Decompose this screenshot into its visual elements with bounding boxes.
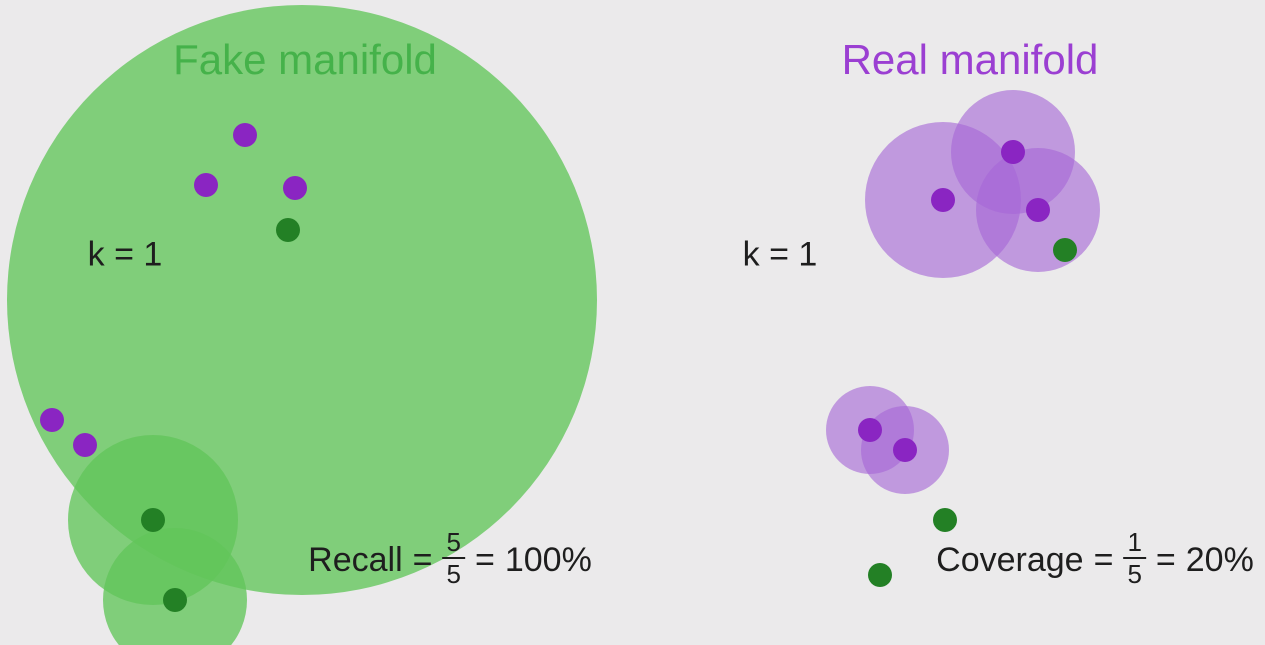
real-sample-dot	[40, 408, 64, 432]
left-title: Fake manifold	[173, 36, 437, 84]
right-metric-numer: 1	[1123, 529, 1145, 557]
equals-sign: =	[1094, 541, 1114, 580]
fake-sample-dot	[1053, 238, 1077, 262]
left-metric-recall: Recall = 5 5 = 100%	[308, 531, 592, 589]
left-metric-fraction: 5 5	[443, 529, 465, 587]
right-metric-fraction: 1 5	[1123, 529, 1145, 587]
left-k-label: k = 1	[88, 236, 163, 275]
real-sample-dot	[893, 438, 917, 462]
real-sample-dot	[1026, 198, 1050, 222]
real-sample-dot	[1001, 140, 1025, 164]
real-sample-dot	[858, 418, 882, 442]
real-sample-dot	[283, 176, 307, 200]
fake-sample-dot	[868, 563, 892, 587]
right-title: Real manifold	[842, 36, 1099, 84]
right-metric-result: 20%	[1186, 541, 1254, 580]
equals-sign: =	[475, 541, 495, 580]
real-sample-dot	[73, 433, 97, 457]
left-metric-name: Recall	[308, 541, 402, 580]
right-metric-denom: 5	[1123, 557, 1145, 587]
real-sample-dot	[233, 123, 257, 147]
diagram-stage: Fake manifold Real manifold k = 1 k = 1 …	[0, 0, 1265, 645]
real-sample-dot	[931, 188, 955, 212]
equals-sign: =	[1156, 541, 1176, 580]
right-metric-coverage: Coverage = 1 5 = 20%	[936, 531, 1254, 589]
right-k-label: k = 1	[743, 236, 818, 275]
left-metric-denom: 5	[443, 557, 465, 587]
fake-sample-dot	[141, 508, 165, 532]
right-metric-name: Coverage	[936, 541, 1083, 580]
equals-sign: =	[413, 541, 433, 580]
fake-sample-dot	[276, 218, 300, 242]
fake-sample-dot	[163, 588, 187, 612]
left-metric-result: 100%	[505, 541, 592, 580]
fake-sample-dot	[933, 508, 957, 532]
left-metric-numer: 5	[443, 529, 465, 557]
real-sample-dot	[194, 173, 218, 197]
